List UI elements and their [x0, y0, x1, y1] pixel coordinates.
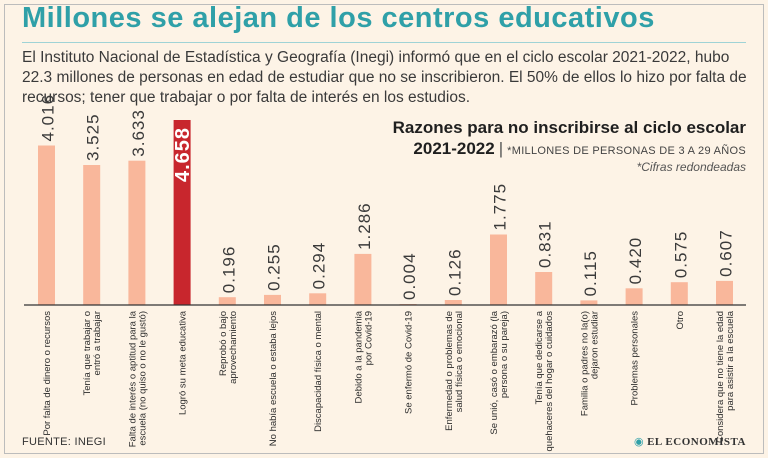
brand-logo: ◉ EL ECONOMISTA [634, 435, 746, 448]
category-label-12: Familia o padres no la(o)dejaron estudia… [579, 311, 600, 416]
bar-7 [354, 253, 372, 305]
category-label-3: Logró su meta educativa [178, 310, 189, 415]
category-label-15: Considera que no tiene la edadpara asist… [715, 310, 736, 443]
value-label-12: 0.115 [581, 250, 600, 296]
unit-label: *MILLONES DE PERSONAS DE 3 A 29 AÑOS [507, 145, 746, 157]
value-label-11: 0.831 [536, 220, 555, 268]
bar-13 [625, 288, 643, 305]
category-label-8: Se enfermó de Covid-19 [404, 311, 415, 414]
bar-0 [38, 145, 55, 305]
value-label-13: 0.420 [626, 237, 645, 285]
bar-10 [490, 234, 507, 305]
chart-title: Razones para no inscribirse al ciclo esc… [392, 118, 746, 137]
intro-text: El Instituto Nacional de Estadística y G… [22, 49, 747, 106]
value-label-4: 0.196 [219, 246, 238, 294]
bar-6 [309, 293, 327, 305]
category-label-9: Enfermedad o problemas desalud física o … [444, 311, 465, 431]
brand-name: EL ECONOMISTA [647, 436, 746, 448]
value-label-1: 3.525 [84, 113, 103, 161]
chart-title-line2: 2021-2022 | *MILLONES DE PERSONAS DE 3 A 2… [393, 139, 746, 159]
chart-frame [4, 4, 764, 454]
value-label-7: 1.286 [355, 202, 374, 250]
title-divider [22, 42, 746, 43]
value-label-9: 0.126 [445, 248, 464, 296]
category-label-13: Problemas personales [630, 311, 641, 406]
bar-11 [535, 272, 553, 305]
value-label-14: 0.575 [671, 231, 690, 279]
category-label-4: Reprobó o bajoaprovechamiento [218, 311, 239, 384]
category-label-10: Se unió, casó o embarazó (lapersona o su… [489, 310, 510, 434]
title-separator: | [498, 139, 504, 158]
category-label-5: No había escuela o estaba lejos [268, 311, 279, 446]
bar-4 [218, 297, 236, 305]
category-label-14: Otro [675, 311, 686, 329]
bar-9 [444, 300, 462, 305]
value-label-0: 4.016 [39, 94, 58, 142]
category-label-11: Tenía que dedicarse aquehaceres del hoga… [534, 310, 555, 451]
bar-3 [173, 120, 191, 305]
bar-2 [128, 160, 146, 305]
category-label-7: Debido a la pandemiapor Covid-19 [353, 310, 374, 403]
bar-1 [83, 165, 101, 305]
bar-15 [716, 280, 733, 305]
chart-subtitle: Razones para no inscribirse al ciclo esc… [393, 118, 746, 159]
value-label-6: 0.294 [310, 242, 329, 290]
globe-icon: ◉ [633, 436, 645, 448]
value-label-8: 0.004 [400, 252, 419, 300]
category-label-1: Tenía que trabajar oentró a trabajar [82, 311, 103, 396]
chart-year: 2021-2022 [413, 139, 495, 158]
source-note: FUENTE: INEGI [22, 436, 106, 448]
value-label-15: 0.607 [717, 229, 736, 277]
category-label-0: Por falta de dinero o recursos [42, 311, 53, 436]
category-label-6: Discapacidad física o mental [313, 311, 324, 432]
page-title: Millones se alejan de los centros educat… [22, 2, 655, 34]
bar-12 [580, 300, 598, 305]
bar-5 [264, 294, 281, 305]
value-label-2: 3.633 [129, 109, 148, 157]
value-label-3: 4.658 [172, 127, 194, 182]
bar-14 [670, 282, 688, 305]
category-label-2: Falta de interés o aptitud para laescuel… [127, 310, 148, 447]
rounding-note: *Cifras redondeadas [636, 160, 746, 174]
value-label-5: 0.255 [265, 243, 284, 291]
value-label-10: 1.775 [491, 183, 510, 231]
